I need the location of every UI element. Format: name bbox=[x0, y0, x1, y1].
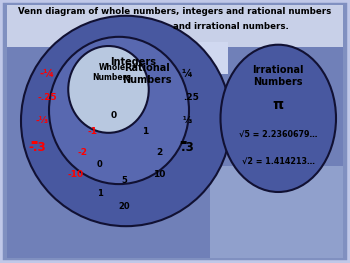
Text: -1: -1 bbox=[88, 127, 98, 136]
Ellipse shape bbox=[68, 46, 149, 133]
Text: Whole
Numbers: Whole Numbers bbox=[92, 63, 132, 82]
Text: -10: -10 bbox=[67, 170, 83, 179]
Text: .25: .25 bbox=[183, 93, 199, 102]
Text: 1: 1 bbox=[97, 189, 103, 198]
FancyBboxPatch shape bbox=[175, 42, 228, 74]
Text: Rational
Numbers: Rational Numbers bbox=[122, 63, 172, 85]
Ellipse shape bbox=[49, 37, 189, 184]
Ellipse shape bbox=[220, 45, 336, 192]
Text: 0: 0 bbox=[97, 160, 103, 169]
Text: Venn diagram of whole numbers, integers and rational numbers: Venn diagram of whole numbers, integers … bbox=[18, 7, 332, 16]
FancyBboxPatch shape bbox=[7, 5, 343, 47]
Text: ¼: ¼ bbox=[182, 69, 192, 79]
Text: -¼: -¼ bbox=[40, 69, 55, 79]
FancyBboxPatch shape bbox=[210, 166, 343, 258]
Text: Integers: Integers bbox=[110, 57, 156, 67]
Text: √5 = 2.2360679…: √5 = 2.2360679… bbox=[239, 130, 317, 139]
Text: Irrational
Numbers: Irrational Numbers bbox=[252, 65, 304, 87]
Text: 2: 2 bbox=[156, 148, 162, 157]
Ellipse shape bbox=[21, 16, 231, 226]
Text: 10: 10 bbox=[153, 170, 166, 179]
Text: -.̿3: -.̿3 bbox=[28, 141, 46, 154]
Text: 0: 0 bbox=[111, 111, 117, 120]
Text: 1: 1 bbox=[142, 127, 148, 136]
Text: and irrational numbers.: and irrational numbers. bbox=[173, 22, 289, 31]
Text: 20: 20 bbox=[118, 202, 130, 211]
FancyBboxPatch shape bbox=[7, 47, 343, 258]
Text: ⅓: ⅓ bbox=[183, 117, 192, 125]
Text: -.25: -.25 bbox=[37, 93, 57, 102]
Text: 5: 5 bbox=[121, 176, 127, 185]
Text: -2: -2 bbox=[77, 148, 87, 157]
Text: .̿3: .̿3 bbox=[181, 141, 194, 154]
Text: π: π bbox=[273, 98, 284, 112]
Text: -⅓: -⅓ bbox=[35, 117, 49, 125]
Text: √2 = 1.414213…: √2 = 1.414213… bbox=[242, 157, 315, 166]
